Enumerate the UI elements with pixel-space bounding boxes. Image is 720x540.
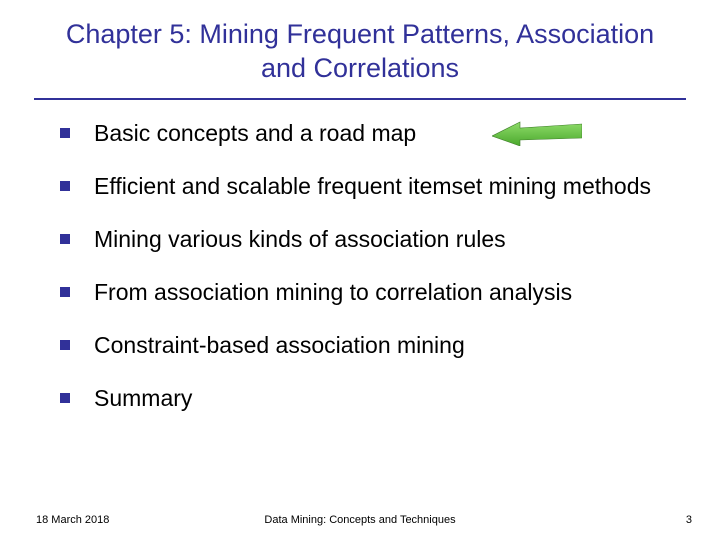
list-item: Mining various kinds of association rule…	[60, 224, 680, 255]
list-item: From association mining to correlation a…	[60, 277, 680, 308]
footer-page-number: 3	[686, 514, 692, 526]
footer-title: Data Mining: Concepts and Techniques	[264, 514, 455, 526]
bullet-list: Basic concepts and a road map Efficient …	[0, 100, 720, 414]
slide: Chapter 5: Mining Frequent Patterns, Ass…	[0, 0, 720, 540]
bullet-marker-icon	[60, 393, 70, 403]
footer-date: 18 March 2018	[36, 514, 109, 526]
arrow-icon	[492, 120, 582, 146]
list-item: Efficient and scalable frequent itemset …	[60, 171, 680, 202]
bullet-text: Mining various kinds of association rule…	[94, 224, 506, 255]
bullet-text: From association mining to correlation a…	[94, 277, 572, 308]
bullet-marker-icon	[60, 234, 70, 244]
bullet-marker-icon	[60, 181, 70, 191]
list-item: Constraint-based association mining	[60, 330, 680, 361]
bullet-text: Basic concepts and a road map	[94, 118, 416, 149]
bullet-text: Constraint-based association mining	[94, 330, 465, 361]
bullet-text: Efficient and scalable frequent itemset …	[94, 171, 651, 202]
list-item: Summary	[60, 383, 680, 414]
bullet-text: Summary	[94, 383, 192, 414]
bullet-marker-icon	[60, 128, 70, 138]
bullet-marker-icon	[60, 287, 70, 297]
list-item: Basic concepts and a road map	[60, 118, 680, 149]
bullet-marker-icon	[60, 340, 70, 350]
slide-title: Chapter 5: Mining Frequent Patterns, Ass…	[0, 0, 720, 96]
